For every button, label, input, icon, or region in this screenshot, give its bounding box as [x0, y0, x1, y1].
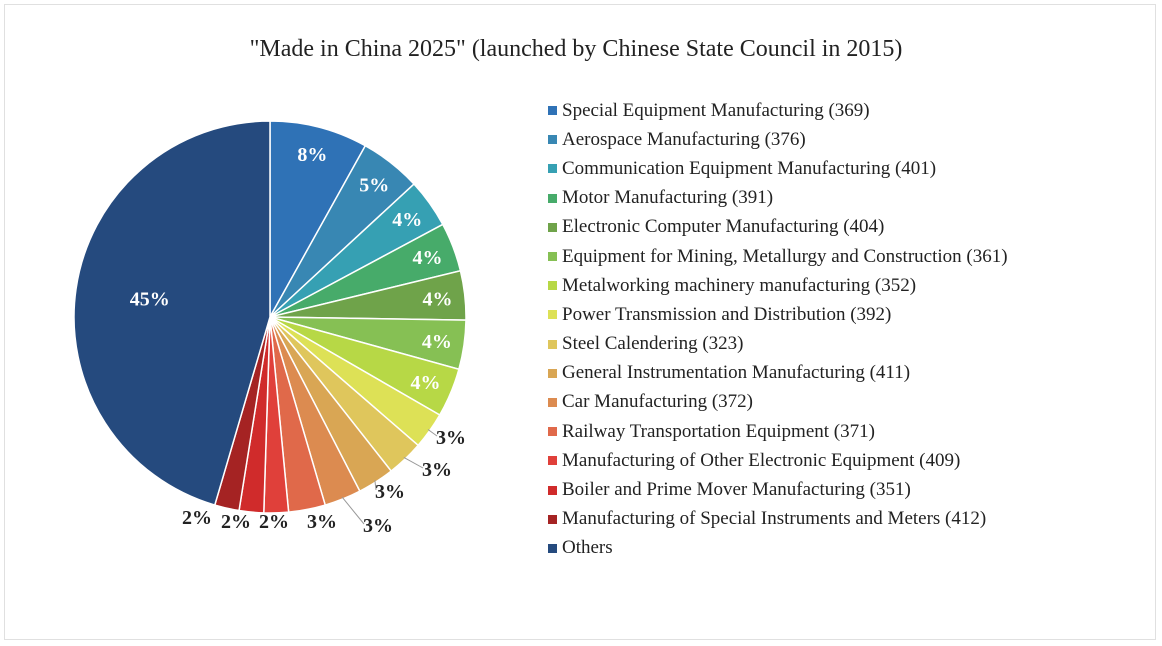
legend-item: Communication Equipment Manufacturing (4…: [548, 154, 1008, 183]
legend-swatch: [548, 456, 557, 466]
legend-swatch: [548, 164, 557, 174]
legend-swatch: [548, 310, 557, 320]
legend-item: Equipment for Mining, Metallurgy and Con…: [548, 242, 1008, 271]
legend-label: Communication Equipment Manufacturing (4…: [562, 157, 937, 179]
legend-item: Others: [548, 534, 1008, 563]
legend-label: General Instrumentation Manufacturing (4…: [562, 362, 911, 384]
legend-label: Aerospace Manufacturing (376): [562, 128, 806, 150]
data-label: 3%: [363, 515, 393, 537]
legend-swatch: [548, 397, 557, 407]
data-label: 5%: [359, 175, 389, 197]
legend-label: Steel Calendering (323): [562, 333, 744, 355]
legend-swatch: [548, 485, 557, 495]
chart-legend: Special Equipment Manufacturing (369) Aer…: [548, 96, 1008, 563]
legend-item: Manufacturing of Other Electronic Equipm…: [548, 446, 1008, 475]
legend-item: Metalworking machinery manufacturing (35…: [548, 271, 1008, 300]
legend-item: Manufacturing of Special Instruments and…: [548, 505, 1008, 534]
legend-label: Railway Transportation Equipment (371): [562, 420, 875, 442]
legend-swatch: [548, 543, 557, 553]
data-label: 4%: [412, 247, 442, 269]
legend-label: Manufacturing of Special Instruments and…: [562, 508, 987, 530]
data-label: 3%: [422, 459, 452, 481]
pie-slice: [73, 120, 271, 506]
legend-item: Special Equipment Manufacturing (369): [548, 96, 1008, 125]
legend-swatch: [548, 514, 557, 524]
leader-line: [374, 480, 377, 491]
legend-label: Manufacturing of Other Electronic Equipm…: [562, 449, 961, 471]
legend-item: Boiler and Prime Mover Manufacturing (35…: [548, 475, 1008, 504]
legend-label: Equipment for Mining, Metallurgy and Con…: [562, 245, 1008, 267]
legend-swatch: [548, 281, 557, 291]
data-label: 45%: [130, 289, 170, 311]
chart-title: "Made in China 2025" (launched by Chines…: [249, 36, 903, 62]
legend-swatch: [548, 368, 557, 378]
legend-item: Motor Manufacturing (391): [548, 184, 1008, 213]
legend-swatch: [548, 135, 557, 145]
leader-line: [403, 456, 424, 469]
data-label: 4%: [392, 209, 422, 231]
pie-slice: [269, 120, 367, 320]
legend-item: Electronic Computer Manufacturing (404): [548, 213, 1008, 242]
legend-item: Power Transmission and Distribution (392…: [548, 300, 1008, 329]
legend-item: Car Manufacturing (372): [548, 388, 1008, 417]
data-label: 3%: [307, 511, 337, 533]
data-label: 4%: [410, 372, 440, 394]
leader-line: [427, 429, 438, 437]
legend-label: Boiler and Prime Mover Manufacturing (35…: [562, 479, 911, 501]
data-label: 4%: [422, 331, 452, 353]
leader-line: [341, 496, 365, 525]
legend-swatch: [548, 193, 557, 203]
legend-swatch: [548, 222, 557, 232]
legend-swatch: [548, 106, 557, 116]
data-label: 8%: [297, 144, 327, 166]
legend-label: Electronic Computer Manufacturing (404): [562, 216, 885, 238]
data-label: 2%: [221, 511, 251, 533]
data-label: 4%: [423, 288, 453, 310]
legend-swatch: [548, 339, 557, 349]
legend-label: Metalworking machinery manufacturing (35…: [562, 274, 917, 296]
legend-label: Special Equipment Manufacturing (369): [562, 99, 870, 121]
data-label: 2%: [259, 511, 289, 533]
legend-label: Motor Manufacturing (391): [562, 187, 774, 209]
legend-item: Steel Calendering (323): [548, 330, 1008, 359]
legend-swatch: [548, 252, 557, 262]
legend-label: Car Manufacturing (372): [562, 391, 753, 413]
data-label: 3%: [436, 427, 466, 449]
legend-label: Others: [562, 537, 613, 559]
legend-item: General Instrumentation Manufacturing (4…: [548, 359, 1008, 388]
legend-label: Power Transmission and Distribution (392…: [562, 303, 892, 325]
data-label: 3%: [375, 481, 405, 503]
legend-item: Railway Transportation Equipment (371): [548, 417, 1008, 446]
legend-swatch: [548, 427, 557, 437]
data-label: 2%: [182, 507, 212, 529]
legend-item: Aerospace Manufacturing (376): [548, 125, 1008, 154]
